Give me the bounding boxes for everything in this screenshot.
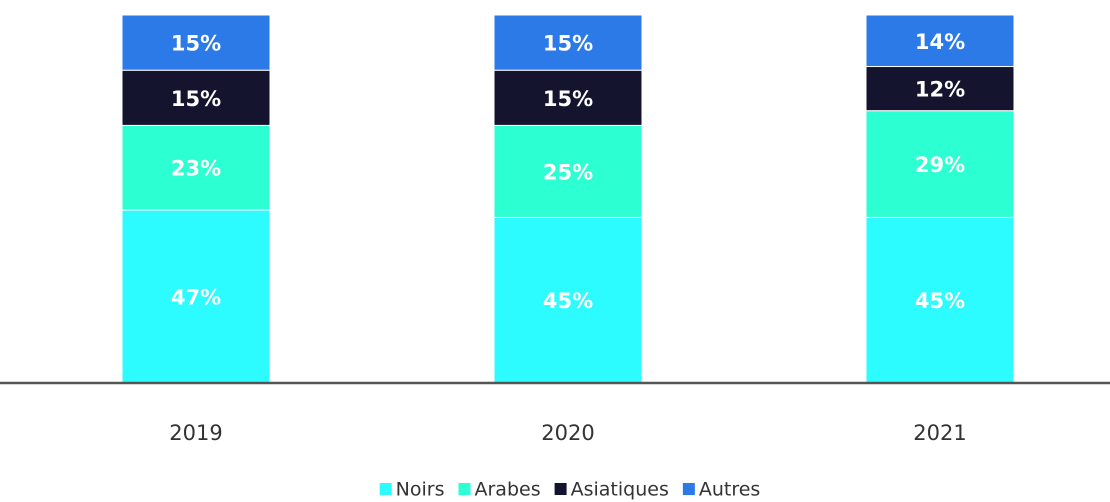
x-tick-label: 2020 [541, 421, 594, 445]
bar-segment [121, 209, 271, 384]
legend-label: Noirs [396, 479, 445, 501]
bar-segment [493, 216, 643, 384]
bar-segment [121, 14, 271, 71]
x-tick-label: 2021 [913, 421, 966, 445]
data-label: 23% [171, 157, 221, 181]
data-label: 29% [915, 153, 965, 177]
legend-label: Arabes [474, 479, 540, 501]
legend: Noirs Arabes Asiatiques Autres [379, 479, 760, 501]
data-label: 45% [543, 289, 593, 313]
bar-segment [493, 69, 643, 126]
data-label: 14% [915, 30, 965, 54]
bar-segment [865, 66, 1015, 112]
data-label: 15% [543, 87, 593, 111]
bar-segment [121, 124, 271, 211]
legend-swatch [458, 483, 471, 495]
legend-swatch [682, 483, 695, 495]
legend-label: Asiatiques [571, 479, 669, 501]
data-label: 45% [915, 289, 965, 313]
data-label: 15% [171, 32, 221, 56]
legend-label: Autres [699, 479, 760, 501]
bar-segment [493, 124, 643, 218]
data-label: 15% [171, 87, 221, 111]
bar-segment [493, 14, 643, 71]
x-tick-label: 2019 [169, 421, 222, 445]
bar-segment [865, 14, 1015, 68]
data-label: 47% [171, 286, 221, 310]
data-label: 12% [915, 78, 965, 102]
data-label: 25% [543, 160, 593, 184]
legend-swatch [554, 483, 567, 495]
data-label: 15% [543, 32, 593, 56]
legend-swatch [379, 483, 392, 495]
bar-segment [865, 110, 1015, 218]
